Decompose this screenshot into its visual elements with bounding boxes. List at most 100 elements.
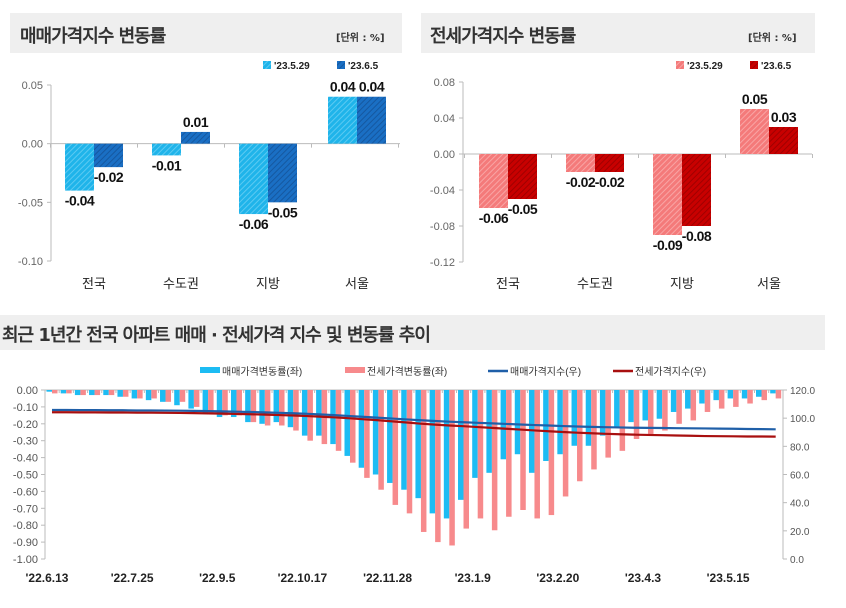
sale-legend-swatch [337,61,345,69]
sale-bar [65,143,94,191]
jeonse-rate-bar [66,390,72,394]
jeonse-rate-bar [491,390,498,531]
jeonse-chart-title-bar [421,13,815,53]
jeonse-rate-bar [676,390,682,424]
sale-category-label: 서울 [345,276,369,291]
jeonse-legend-label: '23.6.5 [761,61,792,72]
jeonse-rate-bar [52,390,58,394]
sale-rate-bar [145,390,152,401]
jeonse-rate-bar [208,390,214,414]
trend-left-tick-label: -0.70 [13,503,38,515]
sale-y-tick-label: 0.00 [22,139,43,151]
sale-y-tick-label: -0.10 [18,256,43,268]
sale-data-label: 0.04 [330,79,356,95]
sale-rate-bar [585,390,592,446]
sale-bar [268,143,297,203]
trend-left-tick-label: -0.50 [13,470,38,482]
sale-rate-bar [429,390,436,514]
jeonse-rate-bar [364,390,370,478]
sale-index-line [52,408,776,431]
sale-rate-bar [642,390,648,421]
sale-rate-bar [699,390,705,404]
sale-rate-bar [458,390,464,500]
jeonse-rate-bar [463,390,470,529]
trend-right-tick-label: 100.0 [790,414,815,425]
trend-legend-label: 전세가격변동률(좌) [367,365,447,378]
trend-left-tick-label: 0.00 [17,385,38,397]
jeonse-rate-bar [577,390,583,482]
jeonse-rate-bar [122,390,129,397]
sale-bar [328,96,357,144]
trend-x-tick-label: '22.11.28 [363,571,412,585]
trend-right-tick-label: 80.0 [790,442,810,453]
trend-chart-title: 최근 1년간 전국 아파트 매매 · 전세가격 지수 및 변동률 추이 [2,325,431,346]
jeonse-category-label: 전국 [496,276,520,291]
sale-legend-label: '23.5.29 [274,61,310,72]
jeonse-rate-bar [520,390,526,510]
trend-left-tick-label: -1.00 [13,554,38,566]
jeonse-data-label: -0.09 [653,237,683,253]
jeonse-y-tick-label: 0.04 [434,113,455,125]
sale-rate-bar [117,390,123,397]
jeonse-bar [769,127,798,154]
sale-rate-bar [401,390,407,490]
sale-bar [152,143,181,156]
sale-bar [94,143,123,168]
trend-right-tick-label: 0.0 [790,555,804,566]
jeonse-rate-bar [137,390,143,399]
jeonse-rate-bar [264,390,271,426]
trend-x-tick-label: '22.9.5 [199,571,236,585]
sale-category-label: 전국 [82,276,106,291]
sale-rate-bar [628,390,634,423]
jeonse-legend-swatch [676,61,684,69]
jeonse-rate-bar [562,390,569,497]
jeonse-rate-bar [236,390,242,416]
sale-rate-bar [756,390,762,397]
jeonse-data-label: -0.06 [479,210,509,226]
jeonse-y-tick-label: -0.12 [430,257,455,269]
sale-chart-title-bar [10,13,402,53]
sale-bar [239,143,268,215]
sale-y-tick-label: -0.05 [18,197,43,209]
jeonse-rate-bar [548,390,555,516]
trend-x-tick-label: '23.2.20 [536,571,579,585]
sale-rate-bar [656,390,663,419]
jeonse-data-label: -0.02 [566,174,596,190]
jeonse-rate-bar [662,390,668,431]
trend-left-tick-label: -0.90 [13,537,38,549]
trend-left-tick-label: -0.60 [13,486,38,498]
sale-rate-bar [685,390,691,409]
sale-rate-bar [60,390,67,394]
jeonse-data-label: -0.08 [682,228,712,244]
sale-chart-unit: [단위 : %] [336,33,385,44]
sale-y-tick-label: 0.05 [22,80,43,92]
sale-bar [181,131,210,144]
sale-rate-bar [344,390,350,456]
sale-rate-bar [230,390,237,418]
sale-rate-bar [557,390,563,455]
jeonse-category-label: 수도권 [577,276,613,291]
jeonse-rate-bar [506,390,512,517]
sale-rate-bar [174,390,180,406]
trend-right-tick-label: 20.0 [790,527,810,538]
trend-x-tick-label: '23.4.3 [625,571,662,585]
sale-category-label: 지방 [256,276,280,291]
sale-rate-bar [571,390,578,446]
jeonse-bar [595,154,624,172]
sale-rate-bar [443,390,450,519]
jeonse-bar [508,154,537,199]
jeonse-rate-bar [647,390,654,434]
jeonse-bar [740,109,769,154]
jeonse-legend-swatch [750,61,758,69]
trend-left-tick-label: -0.10 [13,402,38,414]
jeonse-rate-bar [151,390,157,399]
jeonse-rate-bar [704,390,711,412]
sale-rate-bar [472,390,478,478]
jeonse-rate-bar [591,390,597,470]
sale-rate-bar [245,390,251,423]
sale-legend-label: '23.6.5 [348,61,379,72]
sale-rate-bar [287,390,294,428]
sale-rate-bar [74,390,81,396]
jeonse-rate-bar [222,390,228,416]
